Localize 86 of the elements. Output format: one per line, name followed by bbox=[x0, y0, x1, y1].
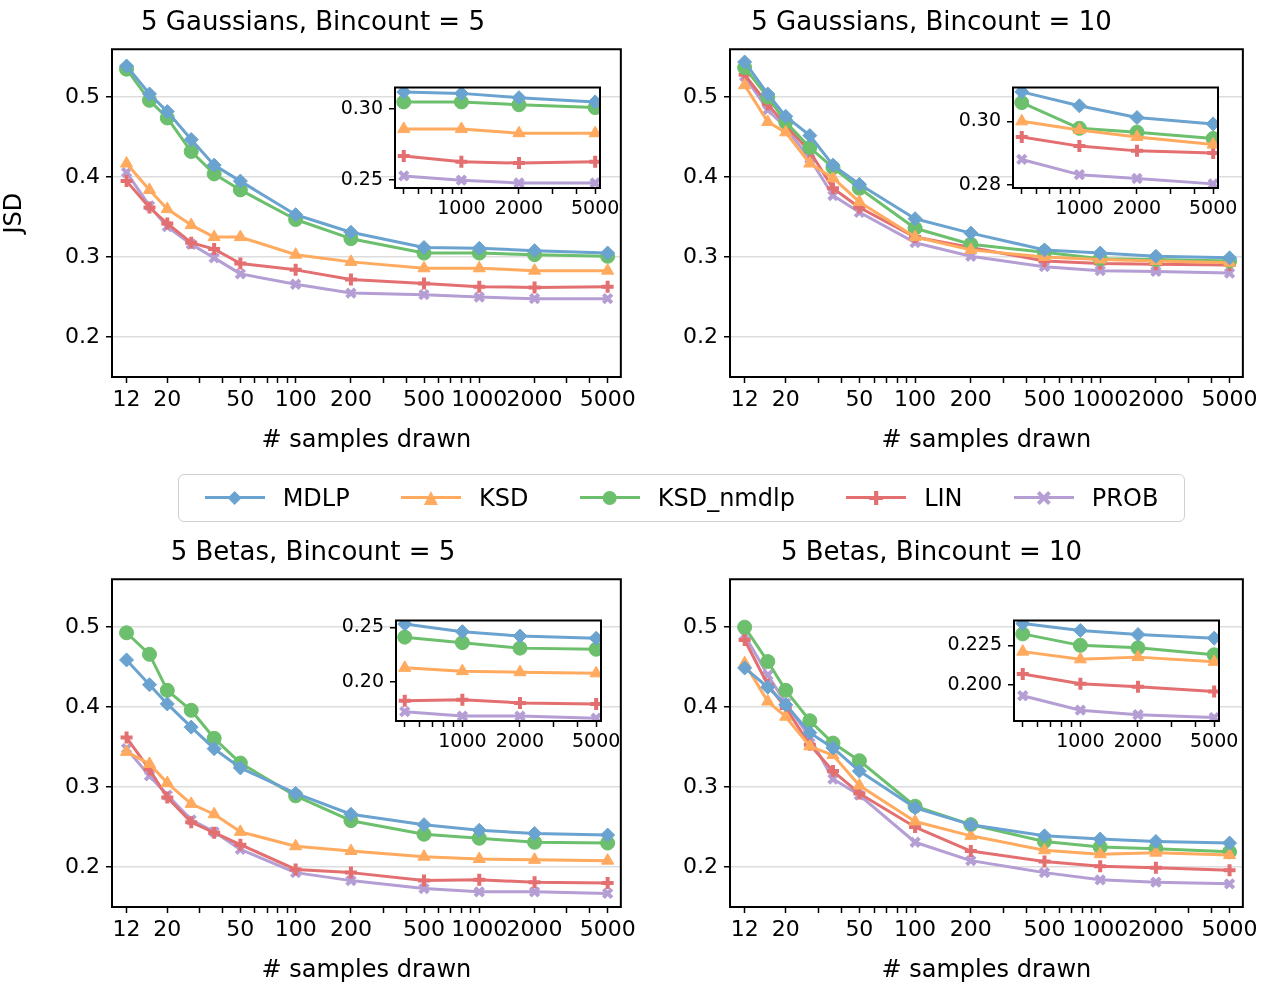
x-tick-label: 100 bbox=[894, 915, 937, 941]
x-tick-label: 2000 bbox=[494, 196, 544, 219]
x-tick-label: 5000 bbox=[579, 915, 636, 941]
x-tick-label: 500 bbox=[403, 385, 445, 411]
y-tick-label: 0.5 bbox=[65, 612, 100, 638]
x-tick-label: 100 bbox=[274, 385, 317, 411]
x-axis-title: # samples drawn bbox=[881, 424, 1092, 453]
y-axis-title: JSD bbox=[0, 192, 27, 236]
y-tick-label: 0.4 bbox=[65, 162, 100, 188]
x-tick-label: 50 bbox=[845, 385, 874, 411]
y-tick-label: 0.5 bbox=[65, 82, 100, 108]
x-tick-label: 1000 bbox=[1056, 729, 1105, 752]
y-tick-label: 0.5 bbox=[683, 612, 718, 638]
legend-label: KSD bbox=[478, 484, 529, 512]
x-tick-label: 2000 bbox=[506, 385, 563, 411]
x-tick-label: 1000 bbox=[1072, 915, 1129, 941]
x-tick-label: 5000 bbox=[1189, 729, 1239, 752]
y-tick-label: 0.3 bbox=[683, 772, 718, 798]
x-tick-label: 5000 bbox=[1201, 385, 1258, 411]
x-tick-label: 20 bbox=[153, 385, 182, 411]
x-axis-title: # samples drawn bbox=[881, 954, 1092, 983]
y-tick-label: 0.30 bbox=[958, 108, 1001, 131]
x-tick-label: 2000 bbox=[1127, 385, 1184, 411]
y-tick-label: 0.25 bbox=[340, 167, 383, 190]
x-tick-label: 20 bbox=[771, 915, 800, 941]
y-tick-label: 0.3 bbox=[65, 242, 100, 268]
x-tick-label: 12 bbox=[730, 915, 759, 941]
y-tick-label: 0.2 bbox=[683, 322, 718, 348]
y-tick-label: 0.5 bbox=[683, 82, 718, 108]
x-tick-label: 1000 bbox=[1072, 385, 1129, 411]
y-tick-label: 0.25 bbox=[341, 614, 384, 637]
y-tick-label: 0.4 bbox=[65, 692, 100, 718]
legend-label: MDLP bbox=[282, 484, 350, 512]
y-tick-label: 0.2 bbox=[65, 322, 100, 348]
x-tick-label: 1000 bbox=[451, 385, 508, 411]
x-tick-label: 200 bbox=[949, 385, 992, 411]
legend-label: KSD_nmdlp bbox=[657, 484, 795, 512]
x-tick-label: 500 bbox=[1023, 385, 1066, 411]
y-tick-label: 0.3 bbox=[683, 242, 718, 268]
y-tick-label: 0.225 bbox=[947, 632, 1002, 655]
x-tick-label: 5000 bbox=[571, 729, 621, 752]
y-tick-label: 0.4 bbox=[683, 692, 718, 718]
x-tick-label: 5000 bbox=[1188, 196, 1238, 219]
x-tick-label: 200 bbox=[949, 915, 992, 941]
x-tick-label: 2000 bbox=[506, 915, 563, 941]
legend-label: LIN bbox=[924, 484, 963, 512]
x-tick-label: 500 bbox=[1023, 915, 1066, 941]
x-tick-label: 1000 bbox=[437, 196, 486, 219]
x-tick-label: 5000 bbox=[1201, 915, 1258, 941]
x-tick-label: 50 bbox=[845, 915, 874, 941]
x-axis-title: # samples drawn bbox=[261, 954, 472, 983]
x-tick-label: 5000 bbox=[570, 196, 620, 219]
x-tick-label: 20 bbox=[771, 385, 800, 411]
x-tick-label: 20 bbox=[153, 915, 182, 941]
x-tick-label: 1000 bbox=[438, 729, 487, 752]
x-tick-label: 200 bbox=[329, 385, 372, 411]
x-tick-label: 100 bbox=[274, 915, 317, 941]
y-tick-label: 0.4 bbox=[683, 162, 718, 188]
y-tick-label: 0.2 bbox=[683, 852, 718, 878]
x-tick-label: 12 bbox=[112, 385, 141, 411]
x-tick-label: 12 bbox=[112, 915, 141, 941]
x-tick-label: 5000 bbox=[579, 385, 636, 411]
y-tick-label: 0.28 bbox=[958, 171, 1001, 194]
chart-title: 5 Betas, Bincount = 5 bbox=[170, 536, 456, 567]
y-tick-label: 0.30 bbox=[340, 95, 383, 118]
x-tick-label: 50 bbox=[226, 915, 255, 941]
y-tick-label: 0.200 bbox=[947, 671, 1002, 694]
x-tick-label: 2000 bbox=[1113, 729, 1163, 752]
x-tick-label: 500 bbox=[403, 915, 445, 941]
y-tick-label: 0.2 bbox=[65, 852, 100, 878]
x-tick-label: 1000 bbox=[451, 915, 508, 941]
y-tick-label: 0.3 bbox=[65, 772, 100, 798]
x-tick-label: 2000 bbox=[495, 729, 545, 752]
x-tick-label: 100 bbox=[894, 385, 937, 411]
x-tick-label: 2000 bbox=[1127, 915, 1184, 941]
chart-title: 5 Gaussians, Bincount = 10 bbox=[751, 6, 1112, 37]
x-tick-label: 12 bbox=[730, 385, 759, 411]
x-tick-label: 1000 bbox=[1055, 196, 1104, 219]
legend-label: PROB bbox=[1091, 484, 1159, 512]
chart-title: 5 Gaussians, Bincount = 5 bbox=[141, 6, 485, 37]
x-tick-label: 2000 bbox=[1112, 196, 1162, 219]
x-axis-title: # samples drawn bbox=[261, 424, 472, 453]
chart-title: 5 Betas, Bincount = 10 bbox=[780, 536, 1083, 567]
y-tick-label: 0.20 bbox=[341, 669, 384, 692]
x-tick-label: 50 bbox=[226, 385, 255, 411]
x-tick-label: 200 bbox=[329, 915, 372, 941]
